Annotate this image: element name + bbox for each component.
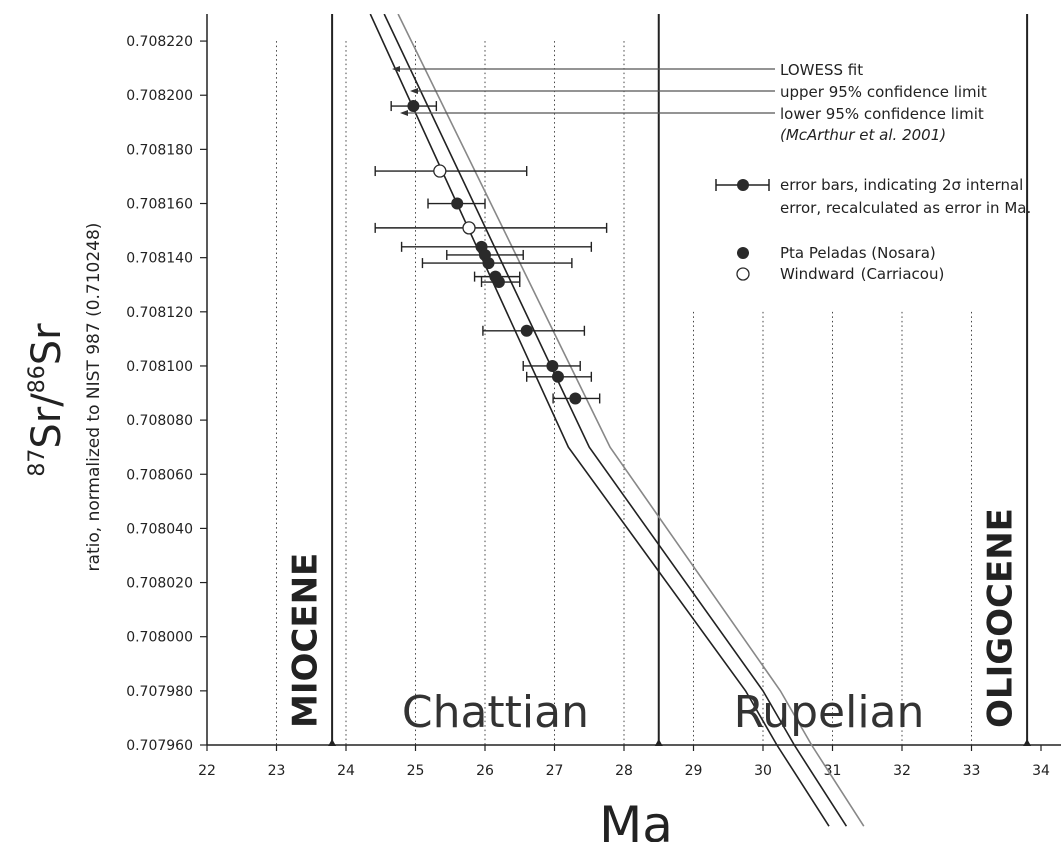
epoch-stage-labels: MIOCENE OLIGOCENE Chattian Rupelian <box>285 508 1020 738</box>
x-tick-label: 22 <box>198 763 216 779</box>
data-point-pta-peladas <box>451 197 464 210</box>
data-point-pta-peladas <box>482 257 495 270</box>
x-tick-label: 28 <box>615 763 633 779</box>
legend-lower-arrowhead <box>400 110 408 116</box>
data-point-pta-peladas <box>546 359 559 372</box>
legend-windward-label: Windward (Carriacou) <box>780 265 944 283</box>
legend-upper-label: upper 95% confidence limit <box>780 83 987 101</box>
y-title-base1: Sr/ <box>24 393 70 449</box>
x-tick-label: 26 <box>476 763 494 779</box>
data-point-pta-peladas <box>569 392 582 405</box>
y-title-sup2: 86 <box>25 365 50 393</box>
y-axis-ticks: 0.707960 0.707980 0.708000 0.708020 0.708040… <box>126 34 207 754</box>
y-tick-label: 0.708080 <box>126 413 193 429</box>
data-point-pta-peladas <box>407 100 420 113</box>
x-tick-label: 23 <box>268 763 286 779</box>
x-tick-label: 30 <box>754 763 772 779</box>
y-title-base2: Sr <box>24 323 70 365</box>
x-tick-label: 34 <box>1032 763 1050 779</box>
y-tick-label: 0.708180 <box>126 142 193 158</box>
stage-label: Rupelian <box>734 687 925 738</box>
y-axis-title: 87Sr/86Sr <box>24 323 70 477</box>
legend-windward-location: (Carriacou) <box>861 265 945 283</box>
x-tick-label: 32 <box>893 763 911 779</box>
y-tick-label: 0.708200 <box>126 88 193 104</box>
svg-text:87Sr/86Sr: 87Sr/86Sr <box>24 323 70 477</box>
y-tick-label: 0.708060 <box>126 467 193 483</box>
legend-pta-marker <box>737 247 749 259</box>
legend-lowess-label: LOWESS fit <box>780 61 863 79</box>
x-tick-label: 29 <box>685 763 703 779</box>
epoch-label: MIOCENE <box>285 553 325 728</box>
epoch-label: OLIGOCENE <box>980 508 1020 728</box>
legend-errorbar-marker <box>737 179 749 191</box>
legend-lower-label: lower 95% confidence limit <box>780 105 984 123</box>
y-title-sup1: 87 <box>25 449 50 477</box>
legend: LOWESS fit upper 95% confidence limit lo… <box>392 61 1031 283</box>
data-point-pta-peladas <box>551 370 564 383</box>
data-point-windward <box>462 221 476 235</box>
legend-errorbar-text-2: error, recalculated as error in Ma. <box>780 199 1031 217</box>
boundary-marker <box>654 739 663 746</box>
x-tick-label: 31 <box>824 763 842 779</box>
x-tick-label: 27 <box>546 763 564 779</box>
stage-label: Chattian <box>402 687 589 738</box>
curve-lower-confidence <box>369 14 830 827</box>
data-points <box>407 100 582 405</box>
y-tick-label: 0.708040 <box>126 521 193 537</box>
boundary-marker <box>328 739 337 746</box>
x-axis-title: Ma <box>599 796 673 842</box>
legend-upper-arrowhead <box>410 88 418 94</box>
y-tick-label: 0.708160 <box>126 197 193 213</box>
data-point-windward <box>433 164 447 178</box>
x-axis-ticks: 22 23 24 25 26 27 28 29 30 31 32 33 34 <box>198 745 1050 779</box>
data-point-pta-peladas <box>492 276 505 289</box>
legend-windward-name: Windward <box>780 265 855 283</box>
x-tick-label: 24 <box>337 763 355 779</box>
stage-boundaries <box>328 14 1032 746</box>
boundary-marker <box>1023 739 1032 746</box>
y-tick-label: 0.708100 <box>126 359 193 375</box>
x-tick-label: 33 <box>963 763 981 779</box>
dotted-gridlines <box>276 41 972 745</box>
y-axis-subtitle: ratio, normalized to NIST 987 (0.710248) <box>84 223 104 572</box>
data-point-pta-peladas <box>520 324 533 337</box>
legend-pta-label: Pta Peladas (Nosara) <box>780 244 936 262</box>
x-tick-label: 25 <box>407 763 425 779</box>
y-tick-label: 0.707980 <box>126 684 193 700</box>
error-bars <box>374 101 608 404</box>
y-tick-label: 0.708000 <box>126 630 193 646</box>
y-tick-label: 0.708140 <box>126 251 193 267</box>
curve-upper-confidence <box>397 14 865 827</box>
legend-citation: (McArthur et al. 2001) <box>780 126 946 144</box>
legend-lowess-arrowhead <box>392 66 400 72</box>
y-tick-label: 0.708120 <box>126 305 193 321</box>
y-tick-label: 0.707960 <box>126 738 193 754</box>
legend-errorbar-text-1: error bars, indicating 2σ internal <box>780 176 1023 194</box>
y-tick-label: 0.708220 <box>126 34 193 50</box>
legend-windward-marker <box>736 267 750 281</box>
y-tick-label: 0.708020 <box>126 576 193 592</box>
